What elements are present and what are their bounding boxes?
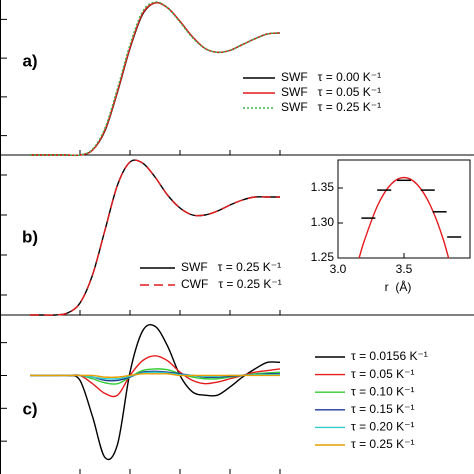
x-tick-label: 3.0 — [330, 262, 347, 276]
x-tick-label: 3.5 — [396, 262, 413, 276]
legend-label: τ = 0.0156 K⁻¹ — [351, 349, 428, 363]
panel-label: a) — [22, 51, 37, 70]
series-line — [30, 159, 280, 316]
inset-plot — [358, 176, 462, 258]
legend-label: τ = 0.10 K⁻¹ — [351, 384, 414, 398]
inset-frame — [337, 159, 471, 259]
series-line — [30, 1, 281, 157]
legend-label: CWF τ = 0.25 K⁻¹ — [181, 277, 282, 291]
legend-label: SWF τ = 0.25 K⁻¹ — [281, 100, 381, 114]
series-line — [30, 1, 281, 157]
series-line — [30, 323, 281, 461]
legend-label: SWF τ = 0.25 K⁻¹ — [181, 260, 281, 274]
series-line — [30, 159, 280, 316]
panel-label: b) — [22, 227, 38, 246]
legend-label: τ = 0.25 K⁻¹ — [351, 437, 414, 451]
legend-label: τ = 0.20 K⁻¹ — [351, 420, 414, 434]
x-axis-label: r (Å) — [385, 279, 412, 294]
legend-label: τ = 0.05 K⁻¹ — [351, 367, 414, 381]
y-tick-label: 1.25 — [311, 250, 335, 264]
legend-label: SWF τ = 0.05 K⁻¹ — [281, 85, 381, 99]
legend-label: τ = 0.15 K⁻¹ — [351, 402, 414, 416]
y-tick-label: 1.30 — [311, 215, 335, 229]
series-line — [30, 2, 281, 157]
panel-label: c) — [22, 399, 37, 418]
series-line — [358, 176, 450, 258]
legend-label: SWF τ = 0.00 K⁻¹ — [281, 70, 381, 84]
series-line — [30, 373, 280, 379]
y-tick-label: 1.35 — [311, 180, 335, 194]
